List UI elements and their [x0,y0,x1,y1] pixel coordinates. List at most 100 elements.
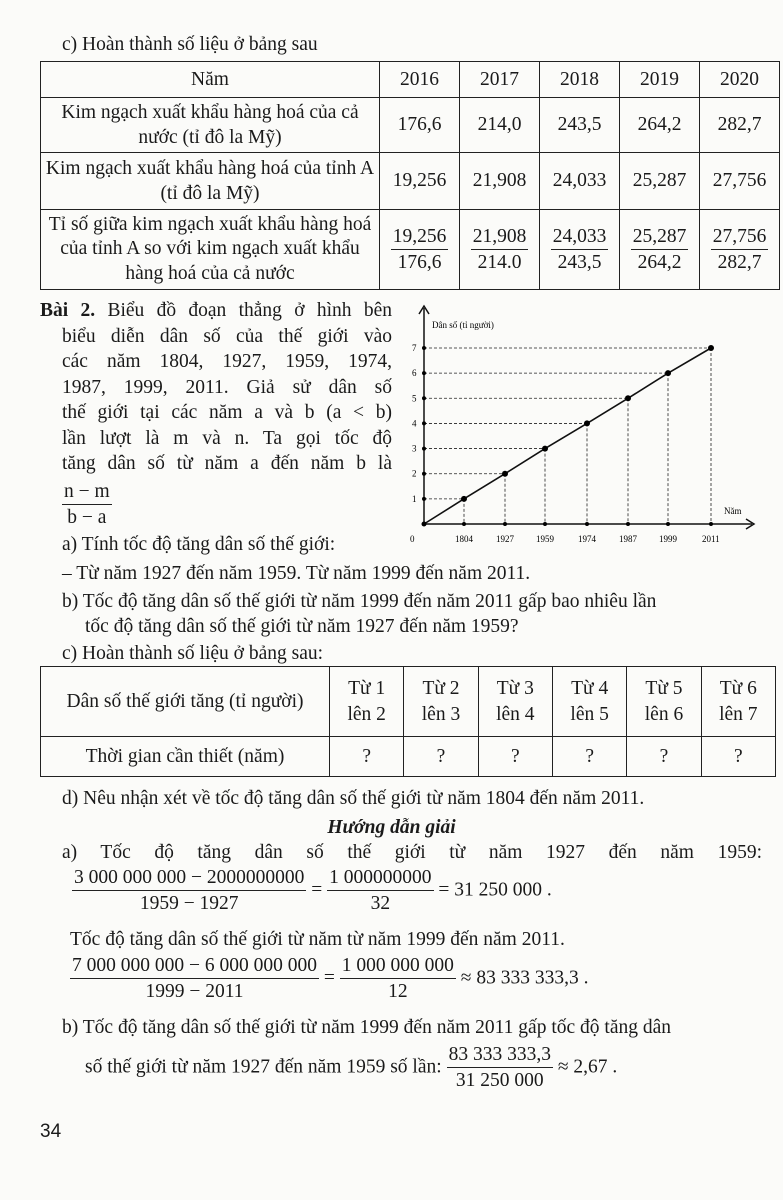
data-point [461,495,467,502]
data-point [665,370,671,377]
cell: 21,908 214.0 [459,209,540,290]
x-tick-label: 1959 [536,534,555,544]
x-tick-label: 1987 [619,534,638,544]
y-tick-label: 7 [412,343,417,353]
formula-a2: 7 000 000 000 − 6 000 000 000 1999 − 2011… [70,955,589,1003]
cell: ? [403,736,479,777]
question-b-cont: tốc độ tăng dân số thế giới từ năm 1927 … [85,616,519,637]
cell: 264,2 [619,97,700,153]
cell: 27,756 282,7 [699,209,780,290]
header-cell: 2016 [379,61,460,98]
cell: Từ 5 lên 6 [626,666,702,737]
cell: 282,7 [699,97,780,153]
cell: ? [477,736,553,777]
y-tick-label: 5 [412,393,417,403]
cell: Từ 2 lên 3 [403,666,479,737]
text-line: biểu diễn dân số của thế giới vào [62,325,392,347]
question-c: c) Hoàn thành số liệu ở bảng sau: [62,643,324,664]
cell: 24,033 [539,152,620,210]
cell: ? [551,736,628,777]
x-tick-dot [462,522,466,526]
origin-point [421,521,427,527]
row-label: Thời gian cần thiết (năm) [40,736,330,777]
data-point [584,420,590,427]
row-label: Kim ngạch xuất khẩu hàng hoá của tỉnh A … [40,152,380,210]
solution-heading: Hướng dẫn giải [327,817,456,838]
y-tick-dot [422,446,426,451]
data-point [542,445,548,452]
cell: 21,908 [459,152,540,210]
x-tick-dot [543,522,547,526]
data-point [708,345,714,351]
y-tick-label: 1 [412,494,417,504]
origin-label: 0 [410,534,415,544]
header-cell: 2018 [539,61,620,98]
x-tick-dot [626,522,630,526]
solution-b: b) Tốc độ tăng dân số thế giới từ năm 19… [62,1017,672,1038]
text-line: 1987, 1999, 2011. Giả sử dân số [62,376,392,398]
question-b: b) Tốc độ tăng dân số thế giới từ năm 19… [62,591,657,612]
row-label: Dân số thế giới tăng (tỉ người) [40,666,330,737]
y-tick-label: 4 [412,418,417,428]
y-axis-arrow-icon [418,304,430,315]
exercise-title: Bài 2. [40,300,96,321]
text-line: lần lượt là m và n. Ta gọi tốc độ [62,427,392,449]
header-cell: 2020 [699,61,780,98]
data-point [625,395,631,402]
y-tick-dot [422,496,426,501]
table-row: Kim ngạch xuất khẩu hàng hoá của tỉnh A … [40,152,780,210]
solution-a2: Tốc độ tăng dân số thế giới từ năm từ nă… [70,929,565,950]
cell: Từ 4 lên 5 [551,666,628,737]
y-tick-label: 6 [412,368,417,378]
x-tick-label: 1974 [578,534,597,544]
solution-a: a) Tốc độ tăng dân số thế giới từ năm 19… [62,842,762,863]
export-table: Năm 2016 2017 2018 2019 2020 Kim ngạch x… [40,61,780,290]
cell: 19,256 176,6 [379,209,460,290]
population-line [423,347,712,525]
table-row: Thời gian cần thiết (năm) ? ? ? ? ? ? [40,736,777,777]
x-tick-dot [709,522,713,526]
question-a: a) Tính tốc độ tăng dân số thế giới: [62,534,336,555]
y-tick-dot [422,396,426,401]
header-cell: Năm [40,61,380,98]
x-tick-dot [503,522,507,526]
x-tick-label: 1999 [659,534,678,544]
text-line: tăng dân số từ năm a đến năm b là [62,453,392,474]
cell: ? [700,736,777,777]
text-line: thế giới tại các năm a và b (a < b) [62,402,392,423]
x-tick-label: 1927 [496,534,515,544]
header-cell: 2017 [459,61,540,98]
cell: Từ 6 lên 7 [700,666,777,737]
cell: 27,756 [699,152,780,210]
solution-b-cont: số thế giới từ năm 1927 đến năm 1959 số … [85,1044,618,1092]
text-line: các năm 1804, 1927, 1959, 1974, [62,351,392,372]
table-row: Tỉ số giữa kim ngạch xuất khẩu hàng hoá … [40,209,780,290]
x-tick-label: 1804 [455,534,474,544]
table-row: Dân số thế giới tăng (tỉ người) Từ 1 lên … [40,666,777,737]
y-tick-label: 2 [412,469,417,479]
cell: 25,287 264,2 [619,209,700,290]
y-tick-dot [422,471,426,476]
cell: 19,256 [379,152,460,210]
population-table: Dân số thế giới tăng (tỉ người) Từ 1 lên … [40,666,777,777]
x-tick-label: 2011 [702,534,720,544]
page-number: 34 [40,1121,62,1142]
cell: Từ 3 lên 4 [477,666,553,737]
y-tick-dot [422,421,426,426]
header-cell: 2019 [619,61,700,98]
cell: ? [328,736,405,777]
formula-a: 3 000 000 000 − 2000000000 1959 − 1927 = … [72,867,552,915]
row-label: Tỉ số giữa kim ngạch xuất khẩu hàng hoá … [40,209,380,290]
y-tick-dot [422,371,426,376]
cell: 24,033 243,5 [539,209,620,290]
cell: 25,287 [619,152,700,210]
population-line-chart: Dân số (tỉ người) Năm 0 1 1804 2 1927 3 1959 4 197… [410,304,756,544]
x-axis-arrow-icon [745,518,756,530]
text-line: Biểu đồ đoạn thẳng ở hình bên [107,300,392,321]
cell: 214,0 [459,97,540,153]
bai2-text: Bài 2. Biểu đồ đoạn thẳng ở hình bên biể… [40,298,392,531]
cell: Từ 1 lên 2 [328,666,405,737]
cell: 243,5 [539,97,620,153]
